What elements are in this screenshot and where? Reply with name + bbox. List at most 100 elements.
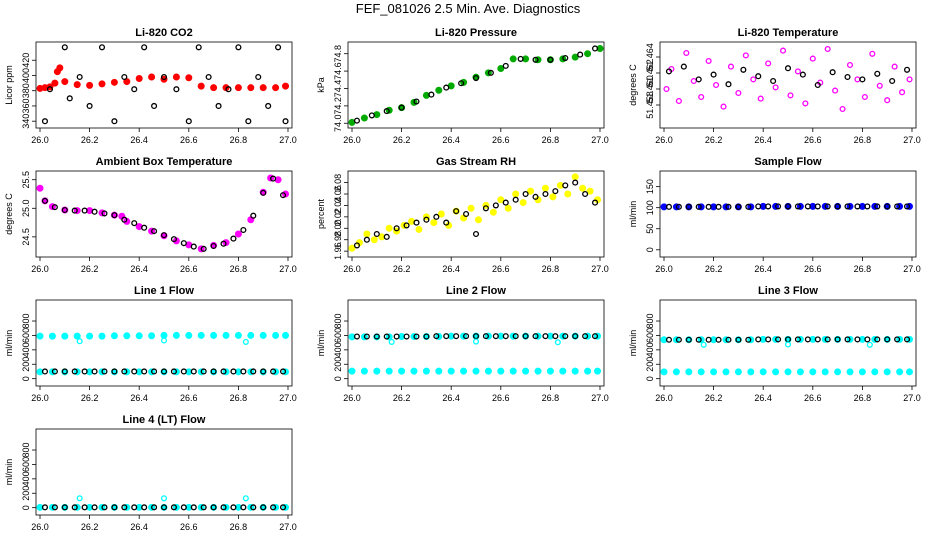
data-point	[56, 64, 64, 72]
chart-panel: Gas Stream RH 26.0 26.2 26.4 26.6 26.8 27.0 1.9…	[316, 156, 609, 274]
data-point	[894, 336, 901, 343]
data-point	[393, 225, 400, 232]
data-point	[368, 112, 375, 119]
data-series-average	[41, 44, 289, 125]
data-point	[205, 73, 212, 81]
y-tick-label: 400	[645, 342, 655, 357]
data-point	[784, 203, 792, 210]
data-point	[403, 222, 410, 229]
data-point	[151, 102, 158, 110]
y-tick-label: 2.04	[333, 197, 343, 215]
data-point	[874, 70, 881, 77]
x-tick-label: 26.6	[804, 135, 822, 145]
data-point	[727, 63, 735, 70]
data-point	[98, 80, 106, 88]
y-tick-label: 400	[333, 342, 343, 357]
y-tick-label: 24.5	[21, 228, 31, 246]
data-point	[363, 230, 371, 238]
data-point	[509, 367, 517, 375]
data-point	[472, 230, 480, 238]
data-point	[61, 504, 68, 511]
x-tick-label: 27.0	[279, 522, 297, 532]
data-point	[502, 62, 509, 69]
data-point	[750, 76, 757, 83]
data-point	[240, 368, 247, 375]
x-tick-label: 26.0	[31, 264, 49, 274]
data-point	[839, 105, 846, 113]
data-point	[824, 45, 831, 53]
data-point	[504, 204, 512, 212]
data-point	[697, 368, 705, 376]
data-series-average	[665, 203, 911, 210]
data-series-raw	[663, 45, 913, 113]
data-point	[81, 207, 88, 214]
chart-panel: Li-820 CO2 26.0 26.2 26.4 26.6 26.8 27.0 340360…	[4, 27, 297, 145]
y-tick-label: 800	[333, 314, 343, 329]
data-point	[61, 368, 68, 375]
plot-frame	[35, 41, 293, 129]
x-tick-label: 26.4	[130, 264, 148, 274]
data-point	[725, 336, 732, 343]
data-point	[784, 341, 792, 348]
y-tick-label: 51.462	[645, 59, 655, 87]
data-point	[784, 65, 792, 72]
data-point	[403, 333, 410, 340]
x-tick-label: 26.0	[31, 522, 49, 532]
data-point	[185, 118, 192, 125]
data-point	[891, 63, 898, 70]
data-point	[131, 220, 138, 227]
data-point	[435, 86, 443, 94]
data-point	[809, 55, 816, 62]
data-point	[735, 336, 742, 343]
y-tick-label: 400	[21, 471, 31, 486]
x-tick-label: 26.8	[542, 264, 560, 274]
data-point	[884, 97, 891, 104]
data-point	[36, 332, 44, 340]
data-point	[388, 338, 395, 345]
data-point	[903, 66, 911, 73]
data-point	[814, 81, 821, 89]
data-point	[148, 73, 156, 81]
data-point	[51, 504, 58, 511]
y-tick-label: 800	[21, 443, 31, 458]
data-point	[522, 190, 529, 198]
data-point	[492, 202, 499, 209]
data-point	[770, 77, 777, 85]
data-point	[370, 236, 378, 244]
data-point	[51, 204, 58, 211]
data-point	[685, 203, 692, 210]
data-point	[131, 504, 138, 511]
data-point	[906, 76, 913, 83]
x-tick-label: 27.0	[591, 264, 609, 274]
data-point	[81, 504, 88, 511]
data-point	[690, 77, 697, 85]
chart-panel: Li-820 Pressure 26.0 26.2 26.4 26.6 26.8 27.0 7…	[316, 27, 609, 145]
data-point	[148, 332, 156, 340]
data-point	[458, 80, 465, 87]
data-point	[463, 210, 470, 218]
data-point	[210, 84, 218, 92]
y-tick-label: 0	[645, 376, 655, 381]
plot-frame	[659, 41, 917, 129]
data-point	[577, 51, 584, 58]
data-point	[683, 49, 690, 57]
data-series-average	[665, 63, 911, 89]
data-point	[259, 84, 267, 92]
y-tick-label: 74.4	[333, 80, 343, 98]
data-point	[745, 336, 752, 343]
y-axis-label: ml/min	[628, 201, 638, 228]
y-axis-label: degrees C	[4, 193, 14, 235]
data-point	[799, 71, 806, 78]
y-tick-label: 800	[645, 314, 655, 329]
y-tick-label: 200	[21, 357, 31, 372]
data-point	[230, 235, 237, 242]
data-point	[700, 341, 707, 348]
chart-title: Li-820 CO2	[135, 27, 192, 39]
y-axis-label: ml/min	[316, 330, 326, 357]
y-tick-label: 600	[333, 328, 343, 343]
data-point	[428, 91, 435, 98]
y-tick-label: 51.460	[645, 75, 655, 103]
data-point	[180, 240, 187, 247]
data-point	[242, 338, 249, 345]
data-point	[534, 367, 542, 375]
